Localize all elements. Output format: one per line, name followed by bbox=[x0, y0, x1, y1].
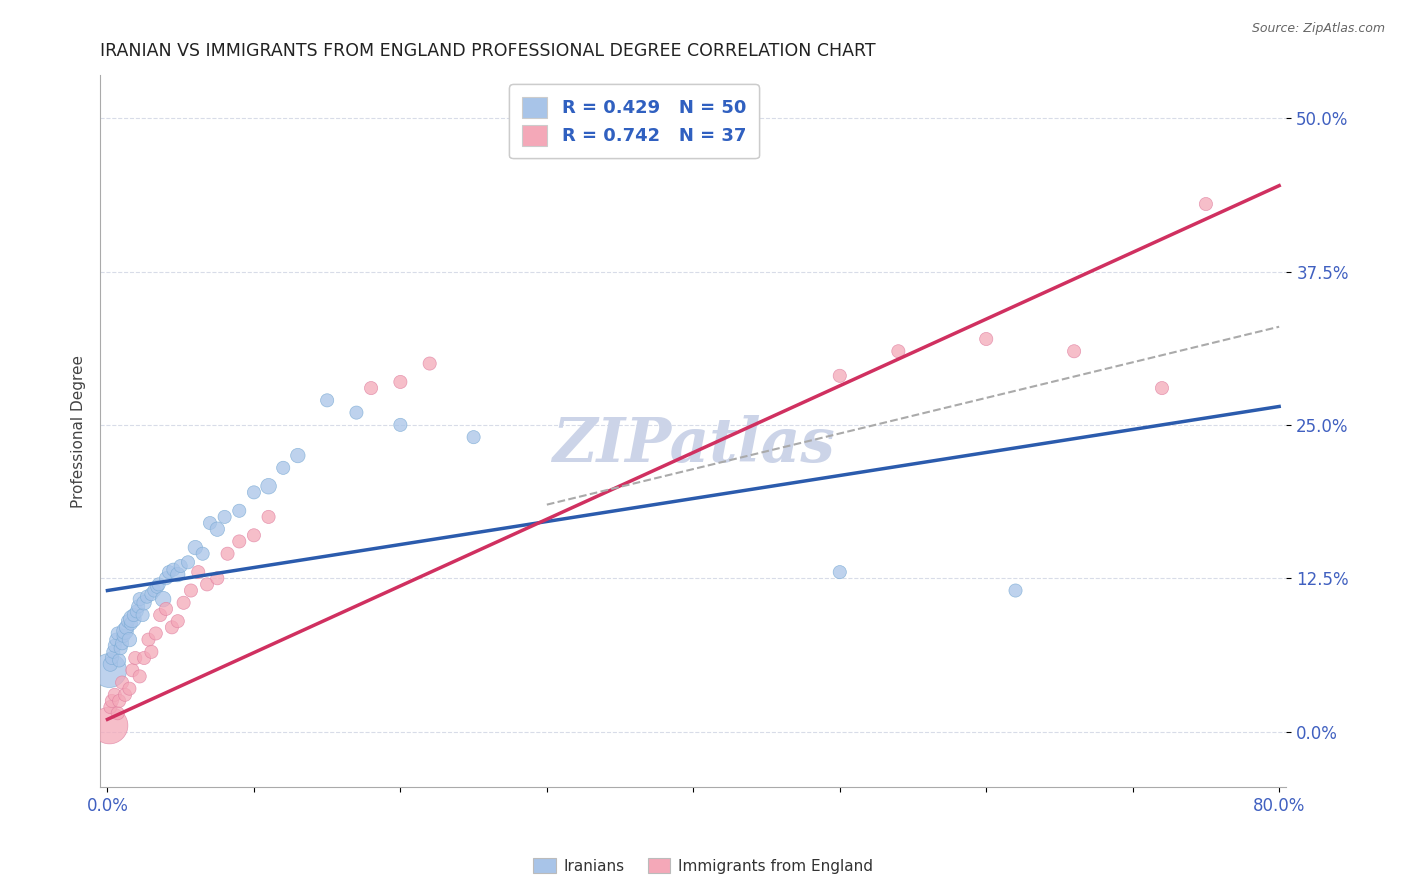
Point bbox=[1063, 344, 1085, 359]
Point bbox=[146, 580, 169, 594]
Point bbox=[112, 629, 135, 643]
Point bbox=[389, 417, 412, 432]
Text: Source: ZipAtlas.com: Source: ZipAtlas.com bbox=[1251, 22, 1385, 36]
Point bbox=[121, 663, 143, 677]
Point bbox=[108, 653, 131, 667]
Point bbox=[110, 641, 132, 656]
Point bbox=[1004, 583, 1026, 598]
Point bbox=[207, 571, 229, 585]
Point bbox=[1150, 381, 1173, 395]
Point bbox=[115, 620, 138, 634]
Point bbox=[257, 479, 280, 493]
Point bbox=[155, 602, 177, 616]
Point bbox=[141, 645, 163, 659]
Point bbox=[180, 583, 202, 598]
Point bbox=[104, 688, 127, 702]
Point bbox=[118, 632, 141, 647]
Point bbox=[145, 626, 167, 640]
Point bbox=[166, 614, 188, 628]
Point bbox=[1195, 197, 1218, 211]
Point bbox=[136, 590, 159, 604]
Point bbox=[228, 504, 250, 518]
Legend: Iranians, Immigrants from England: Iranians, Immigrants from England bbox=[527, 852, 879, 880]
Point bbox=[111, 675, 134, 690]
Point bbox=[162, 563, 184, 577]
Point bbox=[217, 547, 239, 561]
Point bbox=[157, 565, 180, 579]
Point bbox=[103, 645, 125, 659]
Point bbox=[243, 528, 266, 542]
Point bbox=[125, 604, 148, 618]
Point bbox=[170, 559, 193, 574]
Point bbox=[100, 657, 122, 672]
Point bbox=[155, 571, 177, 585]
Point bbox=[107, 626, 129, 640]
Point bbox=[131, 608, 153, 623]
Point bbox=[198, 516, 221, 530]
Point bbox=[149, 608, 172, 623]
Point bbox=[104, 639, 127, 653]
Point bbox=[828, 565, 851, 579]
Point bbox=[114, 624, 136, 638]
Point bbox=[177, 555, 200, 569]
Point bbox=[114, 688, 136, 702]
Point bbox=[974, 332, 997, 346]
Point bbox=[243, 485, 266, 500]
Point bbox=[360, 381, 382, 395]
Point bbox=[138, 632, 160, 647]
Point bbox=[107, 706, 129, 721]
Point bbox=[191, 547, 214, 561]
Point bbox=[316, 393, 339, 408]
Point bbox=[132, 651, 155, 665]
Point bbox=[124, 651, 146, 665]
Point bbox=[141, 587, 163, 601]
Point bbox=[128, 592, 150, 607]
Point bbox=[828, 368, 851, 383]
Point bbox=[346, 406, 368, 420]
Point bbox=[118, 681, 141, 696]
Y-axis label: Professional Degree: Professional Degree bbox=[72, 354, 86, 508]
Point bbox=[101, 694, 124, 708]
Point bbox=[271, 460, 294, 475]
Point bbox=[132, 596, 155, 610]
Point bbox=[120, 616, 142, 631]
Point bbox=[143, 583, 166, 598]
Point bbox=[463, 430, 485, 444]
Point bbox=[419, 357, 441, 371]
Point bbox=[287, 449, 309, 463]
Point bbox=[207, 522, 229, 536]
Point bbox=[173, 596, 195, 610]
Point bbox=[122, 608, 145, 623]
Point bbox=[97, 718, 120, 732]
Point bbox=[152, 592, 174, 607]
Point bbox=[97, 663, 120, 677]
Point bbox=[160, 620, 183, 634]
Point bbox=[117, 614, 139, 628]
Point bbox=[101, 651, 124, 665]
Legend: R = 0.429   N = 50, R = 0.742   N = 37: R = 0.429 N = 50, R = 0.742 N = 37 bbox=[509, 84, 759, 159]
Point bbox=[128, 669, 150, 683]
Text: ZIPatlas: ZIPatlas bbox=[553, 416, 835, 475]
Point bbox=[187, 565, 209, 579]
Point bbox=[166, 567, 188, 582]
Point bbox=[184, 541, 207, 555]
Text: IRANIAN VS IMMIGRANTS FROM ENGLAND PROFESSIONAL DEGREE CORRELATION CHART: IRANIAN VS IMMIGRANTS FROM ENGLAND PROFE… bbox=[100, 42, 876, 60]
Point bbox=[127, 599, 149, 614]
Point bbox=[121, 612, 143, 626]
Point bbox=[111, 636, 134, 650]
Point bbox=[105, 632, 128, 647]
Point bbox=[108, 694, 131, 708]
Point bbox=[887, 344, 910, 359]
Point bbox=[100, 700, 122, 714]
Point bbox=[228, 534, 250, 549]
Point bbox=[389, 375, 412, 389]
Point bbox=[148, 577, 170, 591]
Point bbox=[195, 577, 218, 591]
Point bbox=[257, 509, 280, 524]
Point bbox=[214, 509, 236, 524]
